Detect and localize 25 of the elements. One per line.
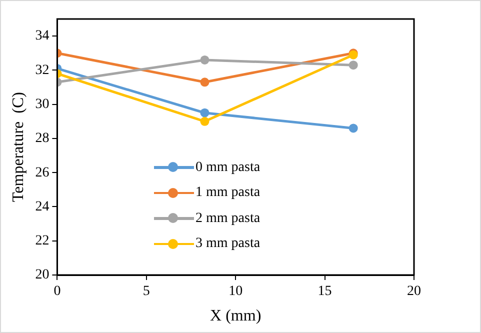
y-tick-label: 30 [35, 97, 50, 112]
legend-label: 2 mm pasta [196, 210, 260, 228]
legend-label: 1 mm pasta [196, 184, 260, 202]
x-axis-title: X (mm) [210, 308, 262, 325]
point [200, 78, 210, 87]
y-tick-label: 28 [35, 131, 50, 146]
x-tick-label: 0 [54, 284, 61, 300]
x-tick-label: 5 [142, 284, 150, 300]
point [200, 108, 210, 118]
y-tick-label: 34 [35, 28, 50, 44]
legend-label: 0 mm pasta [196, 158, 260, 177]
legend-label: 3 mm pasta [196, 235, 260, 254]
x-tick-label: 15 [318, 284, 332, 300]
x-tick-label: 20 [407, 284, 421, 300]
point [348, 124, 358, 133]
x-tick-label: 10 [228, 284, 243, 300]
y-tick-label: 22 [35, 234, 50, 249]
y-tick-label: 26 [35, 165, 50, 180]
point [200, 55, 210, 64]
point [200, 116, 210, 126]
point [348, 60, 358, 70]
y-tick-label: 32 [35, 62, 50, 78]
y-tick-label: 24 [35, 199, 50, 214]
y-tick-label: 20 [35, 268, 50, 283]
y-axis-title: Temperature (C) [10, 92, 27, 202]
